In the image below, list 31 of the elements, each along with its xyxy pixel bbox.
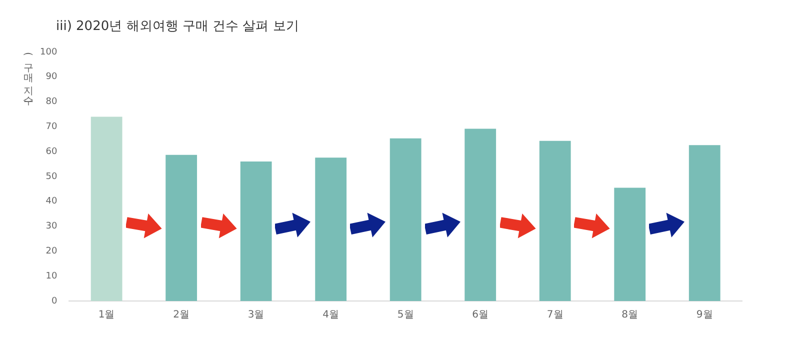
y-tick-label: 40	[46, 196, 58, 207]
bar	[315, 158, 347, 301]
y-tick-label: 50	[46, 172, 58, 182]
x-tick-label: 4월	[322, 310, 340, 321]
x-tick-label: 6월	[472, 310, 489, 321]
y-tick-label: 80	[46, 97, 58, 108]
x-tick-label: 5월	[397, 310, 414, 321]
bar	[90, 116, 122, 301]
y-tick-label: 30	[46, 222, 58, 232]
bar	[464, 128, 496, 301]
chart-title: iii) 2020년 해외여행 구매 건수 살펴 보기	[56, 18, 299, 35]
bar	[688, 145, 720, 301]
y-axis-title: (구매 지수)	[21, 52, 34, 103]
y-tick-label: 10	[46, 271, 58, 282]
x-tick-label: 2월	[173, 310, 190, 321]
bar	[614, 188, 646, 301]
x-tick-label: 1월	[98, 310, 115, 321]
y-tick-label: 20	[46, 246, 58, 257]
x-tick-label: 7월	[546, 310, 564, 321]
y-tick-label: 70	[46, 122, 58, 132]
bar	[539, 140, 571, 301]
x-tick-label: 8월	[622, 310, 638, 321]
bar	[390, 138, 422, 301]
y-tick-label: 100	[40, 47, 58, 58]
x-tick-label: 3월	[248, 310, 264, 321]
x-tick-label: 9월	[696, 310, 713, 321]
bar	[240, 162, 272, 301]
y-tick-label: 60	[46, 146, 58, 157]
y-tick-label: 90	[46, 72, 58, 82]
y-tick-label: 0	[51, 296, 58, 306]
bar	[166, 154, 198, 301]
